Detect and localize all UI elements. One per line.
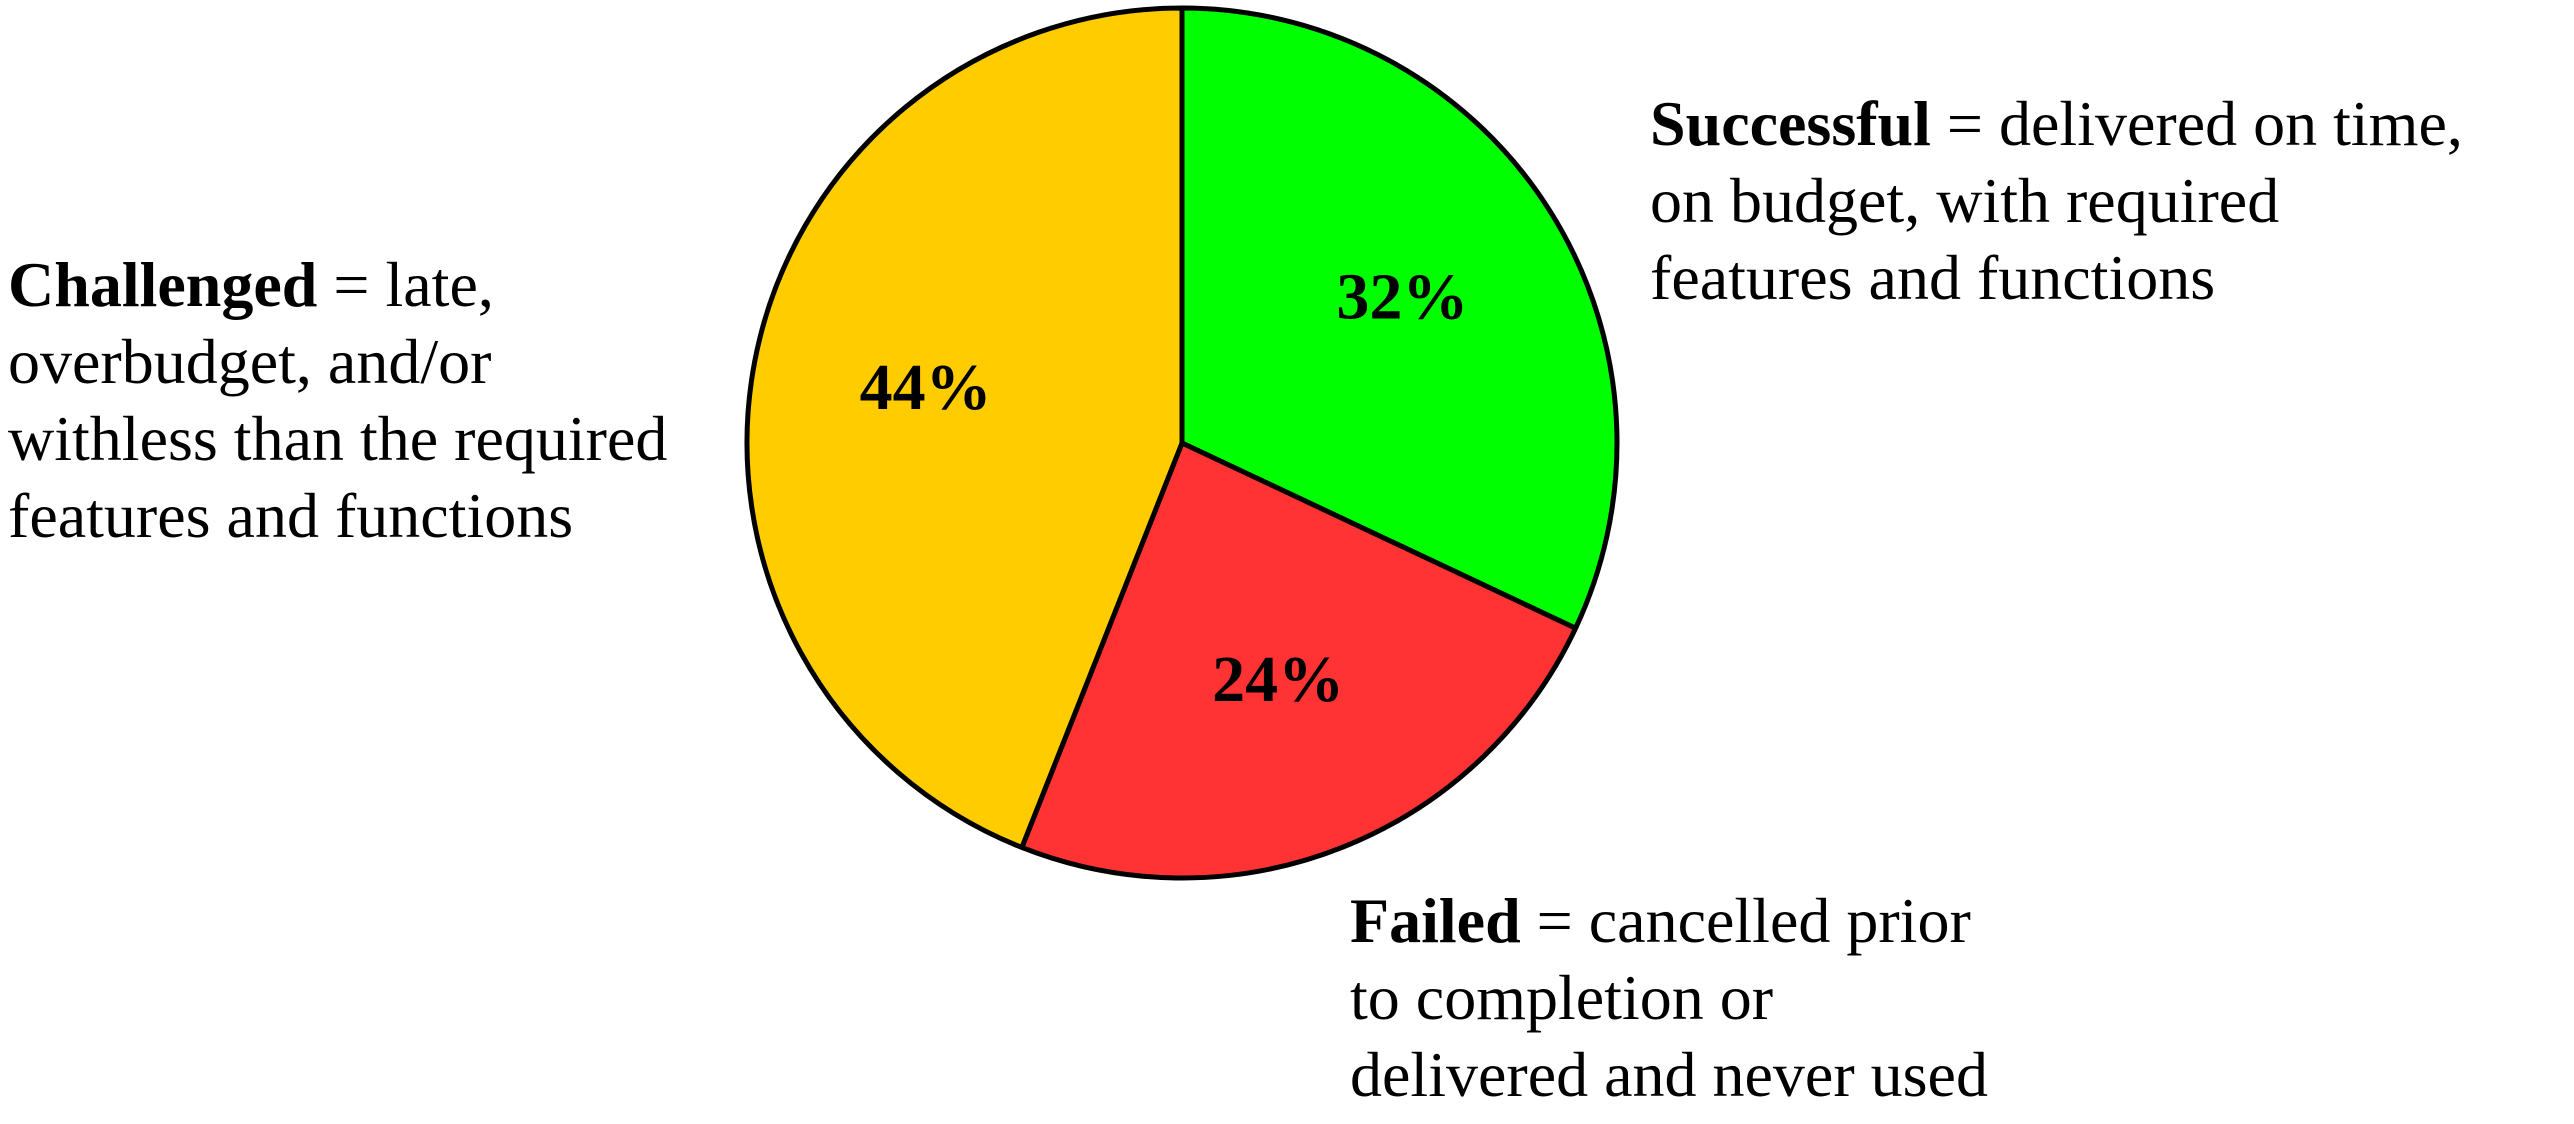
description-line: on budget, with required <box>1650 165 2279 236</box>
description-line: = delivered on time, <box>1947 88 2463 159</box>
pie-slice <box>1179 5 1620 631</box>
description-line: withless than the required <box>8 403 667 474</box>
value-label: 24% <box>1212 643 1344 716</box>
pie-slice <box>1019 440 1579 881</box>
category-description: Successful = delivered on time, <box>1650 88 2463 159</box>
description-line: delivered and never used <box>1350 1039 1988 1110</box>
description-line: features and functions <box>8 480 573 551</box>
description-line: = late, <box>333 249 493 320</box>
category-name: Challenged <box>8 249 317 320</box>
description-line: to completion or <box>1350 962 1773 1033</box>
value-label: 32% <box>1336 260 1468 333</box>
pie-slice <box>744 5 1185 850</box>
value-label: 44% <box>860 351 992 424</box>
category-description: Challenged = late, <box>8 249 494 320</box>
category-name: Successful <box>1650 88 1931 159</box>
description-line: = cancelled prior <box>1537 885 1971 956</box>
description-line: features and functions <box>1650 242 2215 313</box>
category-description: Failed = cancelled prior <box>1350 885 1971 956</box>
category-name: Failed <box>1350 885 1521 956</box>
description-line: overbudget, and/or <box>8 326 491 397</box>
